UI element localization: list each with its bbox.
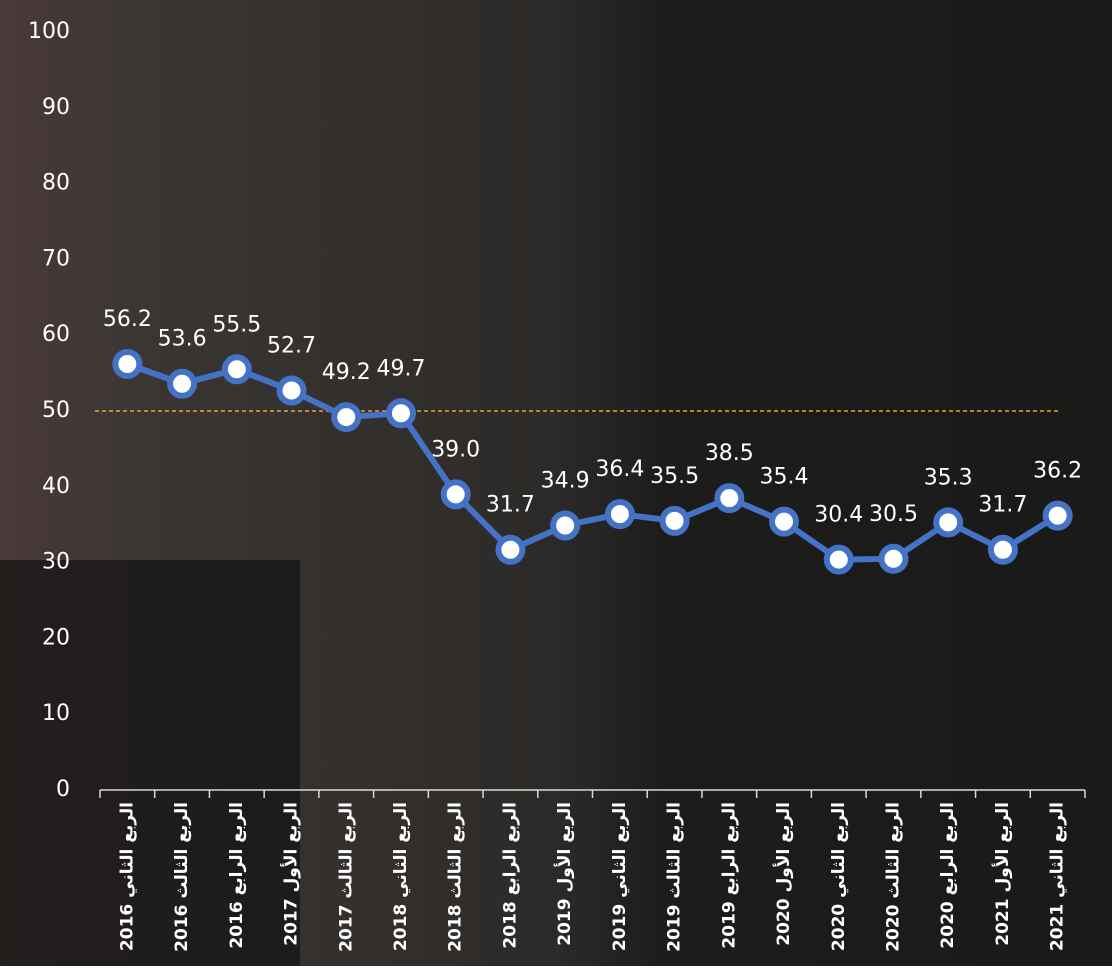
y-tick-label: 50 <box>42 398 70 423</box>
x-tick-label: الربع الثاني 2016 <box>117 802 137 951</box>
marker <box>225 357 249 381</box>
value-label: 31.7 <box>486 493 535 518</box>
y-tick-label: 100 <box>28 19 70 44</box>
y-tick-label: 80 <box>42 171 70 196</box>
x-tick-label: الربع الثاني 2021 <box>1048 802 1068 951</box>
value-label: 55.5 <box>212 312 261 337</box>
x-tick-label: الربع الثاني 2019 <box>610 802 630 951</box>
value-label: 53.6 <box>158 327 207 352</box>
marker <box>772 510 796 534</box>
x-tick-label: الربع الأول 2019 <box>554 802 575 946</box>
marker <box>444 482 468 506</box>
value-label: 35.3 <box>924 465 973 490</box>
x-tick-label: الربع الرابع 2016 <box>227 802 247 949</box>
marker <box>498 538 522 562</box>
y-tick-label: 90 <box>42 95 70 120</box>
x-tick-label: الربع الأول 2017 <box>281 802 302 946</box>
value-label: 36.2 <box>1033 459 1082 484</box>
marker <box>881 547 905 571</box>
y-tick-label: 60 <box>42 322 70 347</box>
value-label: 56.2 <box>103 307 152 332</box>
x-tick-label: الربع الرابع 2019 <box>719 802 739 949</box>
background-figure <box>0 560 300 966</box>
marker <box>170 372 194 396</box>
value-label: 30.5 <box>869 502 918 527</box>
x-tick-label: الربع الأول 2021 <box>992 802 1013 946</box>
x-tick-label: الربع الأول 2020 <box>773 802 794 946</box>
value-label: 52.7 <box>267 334 316 359</box>
value-label: 39.0 <box>431 437 480 462</box>
x-tick-label: الربع الرابع 2018 <box>500 802 520 949</box>
marker <box>663 509 687 533</box>
marker <box>827 548 851 572</box>
marker <box>1046 504 1070 528</box>
value-label: 35.5 <box>650 464 699 489</box>
x-tick-label: الربع الثالث 2020 <box>883 802 903 952</box>
marker <box>280 379 304 403</box>
x-tick-label: الربع الثاني 2018 <box>391 802 411 951</box>
x-tick-label: الربع الثالث 2017 <box>336 802 356 952</box>
y-tick-label: 30 <box>42 550 70 575</box>
value-label: 35.4 <box>760 465 809 490</box>
value-label: 34.9 <box>541 468 590 493</box>
x-tick-label: الربع الثالث 2019 <box>665 802 685 952</box>
marker <box>717 486 741 510</box>
y-tick-label: 20 <box>42 625 70 650</box>
y-tick-label: 10 <box>42 701 70 726</box>
marker <box>608 502 632 526</box>
chart: 0 10 20 30 40 50 60 70 80 90 100 الربع الثاني 2016 ا… <box>0 0 1112 966</box>
y-tick-label: 70 <box>42 246 70 271</box>
value-label: 30.4 <box>814 503 863 528</box>
marker <box>334 405 358 429</box>
marker <box>553 513 577 537</box>
x-tick-label: الربع الثاني 2020 <box>829 802 849 951</box>
x-tick-label: الربع الثالث 2016 <box>172 802 192 952</box>
y-tick-label: 0 <box>56 777 70 802</box>
value-label: 49.7 <box>376 356 425 381</box>
value-label: 38.5 <box>705 441 754 466</box>
x-tick-label: الربع الرابع 2020 <box>938 802 958 949</box>
value-label: 31.7 <box>978 493 1027 518</box>
y-tick-label: 40 <box>42 474 70 499</box>
value-label: 49.2 <box>322 360 371 385</box>
marker <box>389 401 413 425</box>
value-label: 36.4 <box>595 457 644 482</box>
marker <box>115 352 139 376</box>
x-tick-label: الربع الثالث 2018 <box>446 802 466 952</box>
marker <box>991 538 1015 562</box>
marker <box>936 510 960 534</box>
